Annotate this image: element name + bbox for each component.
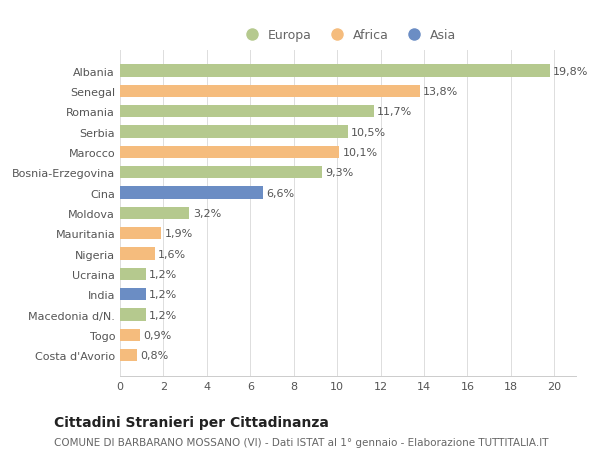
Text: 13,8%: 13,8% [423, 87, 458, 97]
Text: COMUNE DI BARBARANO MOSSANO (VI) - Dati ISTAT al 1° gennaio - Elaborazione TUTTI: COMUNE DI BARBARANO MOSSANO (VI) - Dati … [54, 437, 548, 447]
Bar [120, 187, 263, 199]
Text: 1,6%: 1,6% [158, 249, 186, 259]
Legend: Europa, Africa, Asia: Europa, Africa, Asia [235, 24, 461, 47]
Text: 1,9%: 1,9% [164, 229, 193, 239]
Text: Cittadini Stranieri per Cittadinanza: Cittadini Stranieri per Cittadinanza [54, 415, 329, 429]
Bar [120, 126, 348, 138]
Bar [120, 248, 155, 260]
Bar [120, 167, 322, 179]
Bar [120, 106, 374, 118]
Bar [120, 207, 190, 219]
Bar [120, 289, 146, 301]
Text: 3,2%: 3,2% [193, 208, 221, 218]
Text: 1,2%: 1,2% [149, 310, 178, 320]
Bar [120, 349, 137, 362]
Text: 1,2%: 1,2% [149, 269, 178, 279]
Bar [120, 268, 146, 280]
Text: 10,5%: 10,5% [351, 127, 386, 137]
Bar [120, 85, 419, 98]
Text: 11,7%: 11,7% [377, 107, 413, 117]
Text: 0,8%: 0,8% [140, 351, 169, 360]
Bar [120, 228, 161, 240]
Text: 10,1%: 10,1% [343, 148, 377, 157]
Text: 1,2%: 1,2% [149, 290, 178, 300]
Text: 6,6%: 6,6% [266, 188, 295, 198]
Bar [120, 146, 340, 159]
Bar [120, 309, 146, 321]
Bar [120, 65, 550, 78]
Text: 9,3%: 9,3% [325, 168, 353, 178]
Text: 19,8%: 19,8% [553, 67, 589, 76]
Text: 0,9%: 0,9% [143, 330, 171, 340]
Bar [120, 329, 140, 341]
